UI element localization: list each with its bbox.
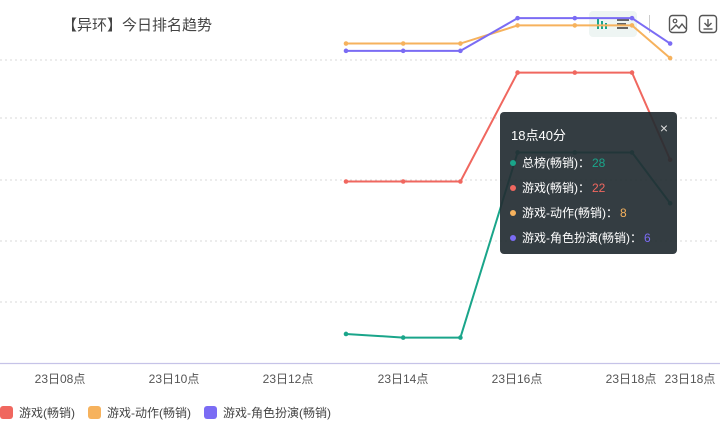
data-point[interactable] — [400, 41, 406, 46]
tooltip-rows: 总榜(畅销)： 28 游戏(畅销)： 22 游戏-动作(畅销)： 8 游戏-角色扮演(畅销)… — [510, 150, 651, 250]
tooltip-time: 18点40分 — [511, 128, 566, 143]
tooltip-row: 总榜(畅销)： 28 — [510, 150, 651, 175]
chart-tooltip: 18点40分 × 总榜(畅销)： 28 游戏(畅销)： 22 游戏-动作(畅销)： 8 游戏… — [500, 112, 677, 254]
data-point[interactable] — [629, 15, 635, 21]
legend-label: 游戏-动作(畅销) — [107, 406, 191, 420]
chart-legend: 游戏(畅销) 游戏-动作(畅销) 游戏-角色扮演(畅销) — [0, 404, 344, 421]
list-icon[interactable] — [613, 14, 633, 34]
data-point[interactable] — [515, 15, 520, 21]
legend-item[interactable]: 游戏-角色扮演(畅销) — [204, 404, 331, 421]
x-tick-label: 23日10点 — [149, 372, 200, 386]
legend-swatch — [0, 406, 13, 419]
data-point[interactable] — [400, 48, 406, 54]
download-icon[interactable] — [696, 12, 720, 36]
tooltip-label: 游戏(畅销)： — [522, 181, 590, 195]
series-line — [346, 17, 671, 52]
tooltip-row: 游戏-动作(畅销)： 8 — [510, 200, 651, 225]
x-tick-label: 23日18点 — [606, 372, 657, 386]
chart-title: 【异环】今日排名趋势 — [62, 17, 213, 34]
data-point[interactable] — [572, 15, 578, 21]
data-point[interactable] — [343, 41, 349, 46]
tooltip-row: 游戏-角色扮演(畅销)： 6 — [510, 225, 651, 250]
tooltip-label: 游戏-动作(畅销)： — [522, 206, 618, 220]
data-point[interactable] — [343, 48, 349, 54]
x-tick-label: 23日16点 — [492, 372, 543, 386]
data-point[interactable] — [343, 179, 349, 184]
tooltip-row: 游戏(畅销)： 22 — [510, 175, 651, 200]
legend-label: 游戏-角色扮演(畅销) — [223, 406, 331, 420]
data-point[interactable] — [400, 335, 406, 340]
series-dot — [510, 234, 516, 241]
legend-item[interactable]: 游戏-动作(畅销) — [88, 404, 191, 421]
legend-swatch — [204, 406, 217, 419]
image-icon[interactable] — [666, 12, 690, 36]
data-point[interactable] — [572, 23, 578, 28]
tooltip-label: 总榜(畅销)： — [522, 156, 590, 170]
tooltip-value: 6 — [644, 230, 651, 245]
data-point[interactable] — [515, 23, 520, 28]
tooltip-value: 8 — [620, 205, 627, 220]
x-tick-label: 23日18点 — [665, 372, 716, 386]
series-dot — [510, 209, 516, 216]
data-point[interactable] — [515, 70, 520, 75]
close-icon[interactable]: × — [659, 120, 668, 136]
data-point[interactable] — [667, 55, 673, 61]
legend-item[interactable]: 游戏(畅销) — [0, 404, 75, 421]
data-point[interactable] — [572, 70, 578, 75]
toolbar-divider — [649, 15, 650, 33]
tooltip-label: 游戏-角色扮演(畅销)： — [522, 231, 642, 245]
data-point[interactable] — [458, 179, 463, 184]
data-point[interactable] — [629, 23, 635, 28]
series-dot — [510, 159, 516, 166]
data-point[interactable] — [458, 335, 463, 340]
series-dot — [510, 184, 516, 191]
data-point[interactable] — [458, 41, 463, 46]
x-tick-label: 23日14点 — [378, 372, 429, 386]
data-point[interactable] — [458, 48, 463, 54]
data-point[interactable] — [343, 331, 349, 337]
data-point[interactable] — [400, 179, 406, 184]
legend-swatch — [88, 406, 101, 419]
x-tick-label: 23日12点 — [263, 372, 314, 386]
x-tick-label: 23日08点 — [35, 372, 86, 386]
tooltip-value: 28 — [592, 155, 606, 170]
legend-label: 游戏(畅销) — [19, 406, 75, 420]
series-line — [346, 24, 671, 59]
data-point[interactable] — [667, 41, 673, 46]
data-point[interactable] — [629, 70, 635, 75]
tooltip-value: 22 — [592, 180, 606, 195]
